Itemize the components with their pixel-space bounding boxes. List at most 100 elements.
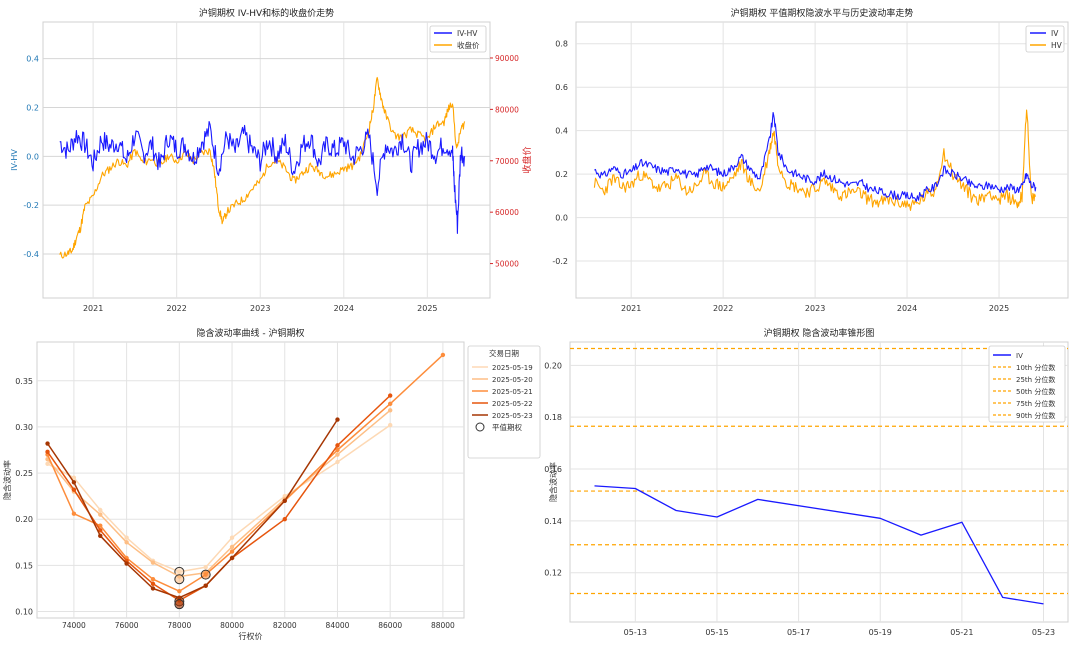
chart4-x-tick-label: 05-23	[1032, 628, 1055, 637]
chart2-title: 沪铜期权 平值期权隐波水平与历史波动率走势	[731, 7, 914, 19]
chart2-x-tick-label: 2022	[713, 304, 733, 313]
chart3-series-2025-05-23-point	[203, 583, 208, 588]
chart1-x-tick-label: 2025	[417, 304, 437, 313]
chart3-series-2025-05-20-point	[335, 452, 340, 457]
chart1-series-iv-hv-line	[59, 120, 466, 234]
chart2-plot-area	[575, 21, 1069, 299]
chart3-series-2025-05-23-point	[98, 533, 103, 539]
chart2-y-tick-label: 0.8	[555, 40, 568, 49]
chart3-legend-title: 交易日期	[489, 348, 519, 358]
chart1-y-tick-label: -0.4	[23, 250, 39, 259]
chart3-x-tick-label: 84000	[326, 621, 350, 630]
chart3-x-tick-label: 74000	[62, 621, 86, 630]
chart3-series-2025-05-23-point	[71, 480, 77, 485]
chart1-y2-axis-label: 收盘价	[521, 146, 533, 173]
chart1-y-tick-label: 0.4	[26, 55, 39, 64]
chart-iv-hv-close: 沪铜期权 IV-HV和标的收盘价走势 2021 2022 2023 2024 2025 -0…	[10, 7, 533, 313]
chart3-x-tick-label: 88000	[431, 621, 455, 630]
chart3-series-2025-05-22-point	[150, 581, 156, 587]
chart3-legend-box	[467, 345, 541, 459]
chart1-y2-tick-label: 70000	[495, 157, 519, 166]
chart3-series-2025-05-20-point	[229, 544, 235, 550]
chart2-x-tick-label: 2024	[897, 304, 917, 313]
chart3-series-2025-05-23-point	[150, 586, 156, 591]
chart3-legend-label: 2025-05-19	[492, 364, 533, 372]
chart3-series-2025-05-23-point	[335, 417, 340, 422]
chart1-y2-tick-label: 80000	[495, 105, 519, 114]
chart3-x-tick-label: 76000	[115, 621, 139, 630]
chart3-series-2025-05-22-point	[45, 449, 50, 455]
chart3-series-2025-05-22-point	[282, 517, 287, 522]
chart4-y-tick-label: 0.20	[544, 361, 562, 370]
chart3-y-axis-label: 隐含波动率	[2, 460, 12, 500]
chart2-y-tick-label: -0.2	[552, 257, 568, 266]
chart3-legend-atm-swatch	[475, 422, 485, 432]
chart3-x-axis-label: 行权价	[239, 631, 263, 641]
chart3-legend-label: 2025-05-20	[492, 376, 533, 384]
chart3-series-2025-05-21-point	[440, 352, 446, 358]
chart4-y-tick-label: 0.14	[544, 517, 562, 526]
chart4-legend-label-iv: IV	[1016, 352, 1023, 360]
chart2-x-tick-label: 2023	[805, 304, 825, 313]
chart4-x-tick-label: 05-13	[624, 628, 647, 637]
chart3-plot-area	[36, 341, 465, 619]
chart3-x-tick-label: 82000	[273, 621, 297, 630]
chart3-series-2025-05-22-point	[335, 443, 340, 448]
chart3-series-2025-05-21-point	[229, 549, 235, 554]
chart3-series-2025-05-19-point	[229, 535, 235, 540]
chart3-y-tick-label: 0.30	[15, 423, 33, 432]
chart1-y2-tick-label: 50000	[495, 260, 519, 269]
chart3-y-tick-label: 0.10	[15, 608, 33, 617]
chart3-series-2025-05-19-point	[203, 565, 208, 570]
chart1-legend-label-close: 收盘价	[457, 40, 480, 50]
chart3-series-2025-05-19-point	[98, 507, 103, 513]
chart4-x-tick-label: 05-15	[705, 628, 728, 637]
chart3-series-2025-05-23-line	[46, 419, 339, 599]
chart3-legend: 交易日期 2025-05-19 2025-05-20 2025-05-21 2025-0…	[467, 345, 541, 459]
chart3-series-2025-05-23-point	[177, 595, 182, 600]
chart3-series-2025-05-19-point	[71, 475, 77, 480]
chart3-series-2025-05-21-point	[335, 447, 340, 453]
chart2-y-tick-label: 0.4	[555, 127, 568, 136]
chart3-legend-atm-label: 平值期权	[492, 422, 522, 432]
chart3-series-2025-05-19-point	[124, 535, 129, 540]
chart1-y2-tick-label: 90000	[495, 54, 519, 63]
chart3-series-2025-05-20-point	[124, 540, 129, 545]
chart2-legend-label-iv: IV	[1051, 29, 1059, 38]
chart4-x-tick-label: 05-17	[787, 628, 810, 637]
chart3-title: 隐含波动率曲线 - 沪铜期权	[197, 327, 305, 339]
chart4-y-tick-label: 0.16	[544, 465, 562, 474]
chart3-y-tick-label: 0.15	[15, 561, 33, 570]
chart3-atm-marker	[200, 569, 211, 580]
chart1-y-tick-label: 0.2	[26, 103, 39, 112]
chart3-y-tick-label: 0.20	[15, 515, 33, 524]
chart-atm-iv-hv: 沪铜期权 平值期权隐波水平与历史波动率走势 2021 2022 2023 2024 202…	[552, 7, 1069, 313]
chart3-x-tick-label: 80000	[220, 621, 244, 630]
chart1-x-tick-label: 2023	[250, 304, 270, 313]
chart3-series-2025-05-21-point	[150, 577, 156, 582]
chart2-series-hv-line	[593, 109, 1037, 211]
chart3-series-2025-05-19-point	[387, 422, 393, 428]
chart4-x-tick-label: 05-19	[869, 628, 892, 637]
chart4-y-tick-label: 0.12	[544, 569, 562, 578]
chart2-legend-label-hv: HV	[1051, 41, 1063, 50]
chart1-series-close-line	[59, 76, 466, 259]
chart2-series-iv-line	[594, 111, 1037, 202]
chart3-series-2025-05-21-point	[177, 589, 182, 594]
chart3-series-2025-05-21-point	[71, 511, 77, 516]
chart3-series-2025-05-21-point	[98, 523, 103, 528]
chart3-series-2025-05-22-point	[98, 528, 103, 533]
chart-iv-smile: 隐含波动率曲线 - 沪铜期权 74000 76000 78000 80000 82000 8…	[2, 327, 541, 641]
chart3-series-2025-05-20-point	[150, 560, 156, 565]
chart2-legend: IV HV	[1025, 25, 1065, 53]
chart4-legend-box	[988, 345, 1066, 423]
chart1-y-axis-label: IV-HV	[10, 149, 19, 171]
chart4-x-tick-label: 05-21	[950, 628, 973, 637]
chart1-y-tick-label: -0.2	[23, 201, 39, 210]
chart4-plot-area	[569, 341, 1069, 623]
chart3-series-2025-05-20-point	[98, 512, 103, 517]
chart1-plot-area	[42, 21, 491, 299]
chart3-legend-label: 2025-05-21	[492, 388, 533, 396]
chart3-series-2025-05-23-point	[124, 561, 129, 566]
